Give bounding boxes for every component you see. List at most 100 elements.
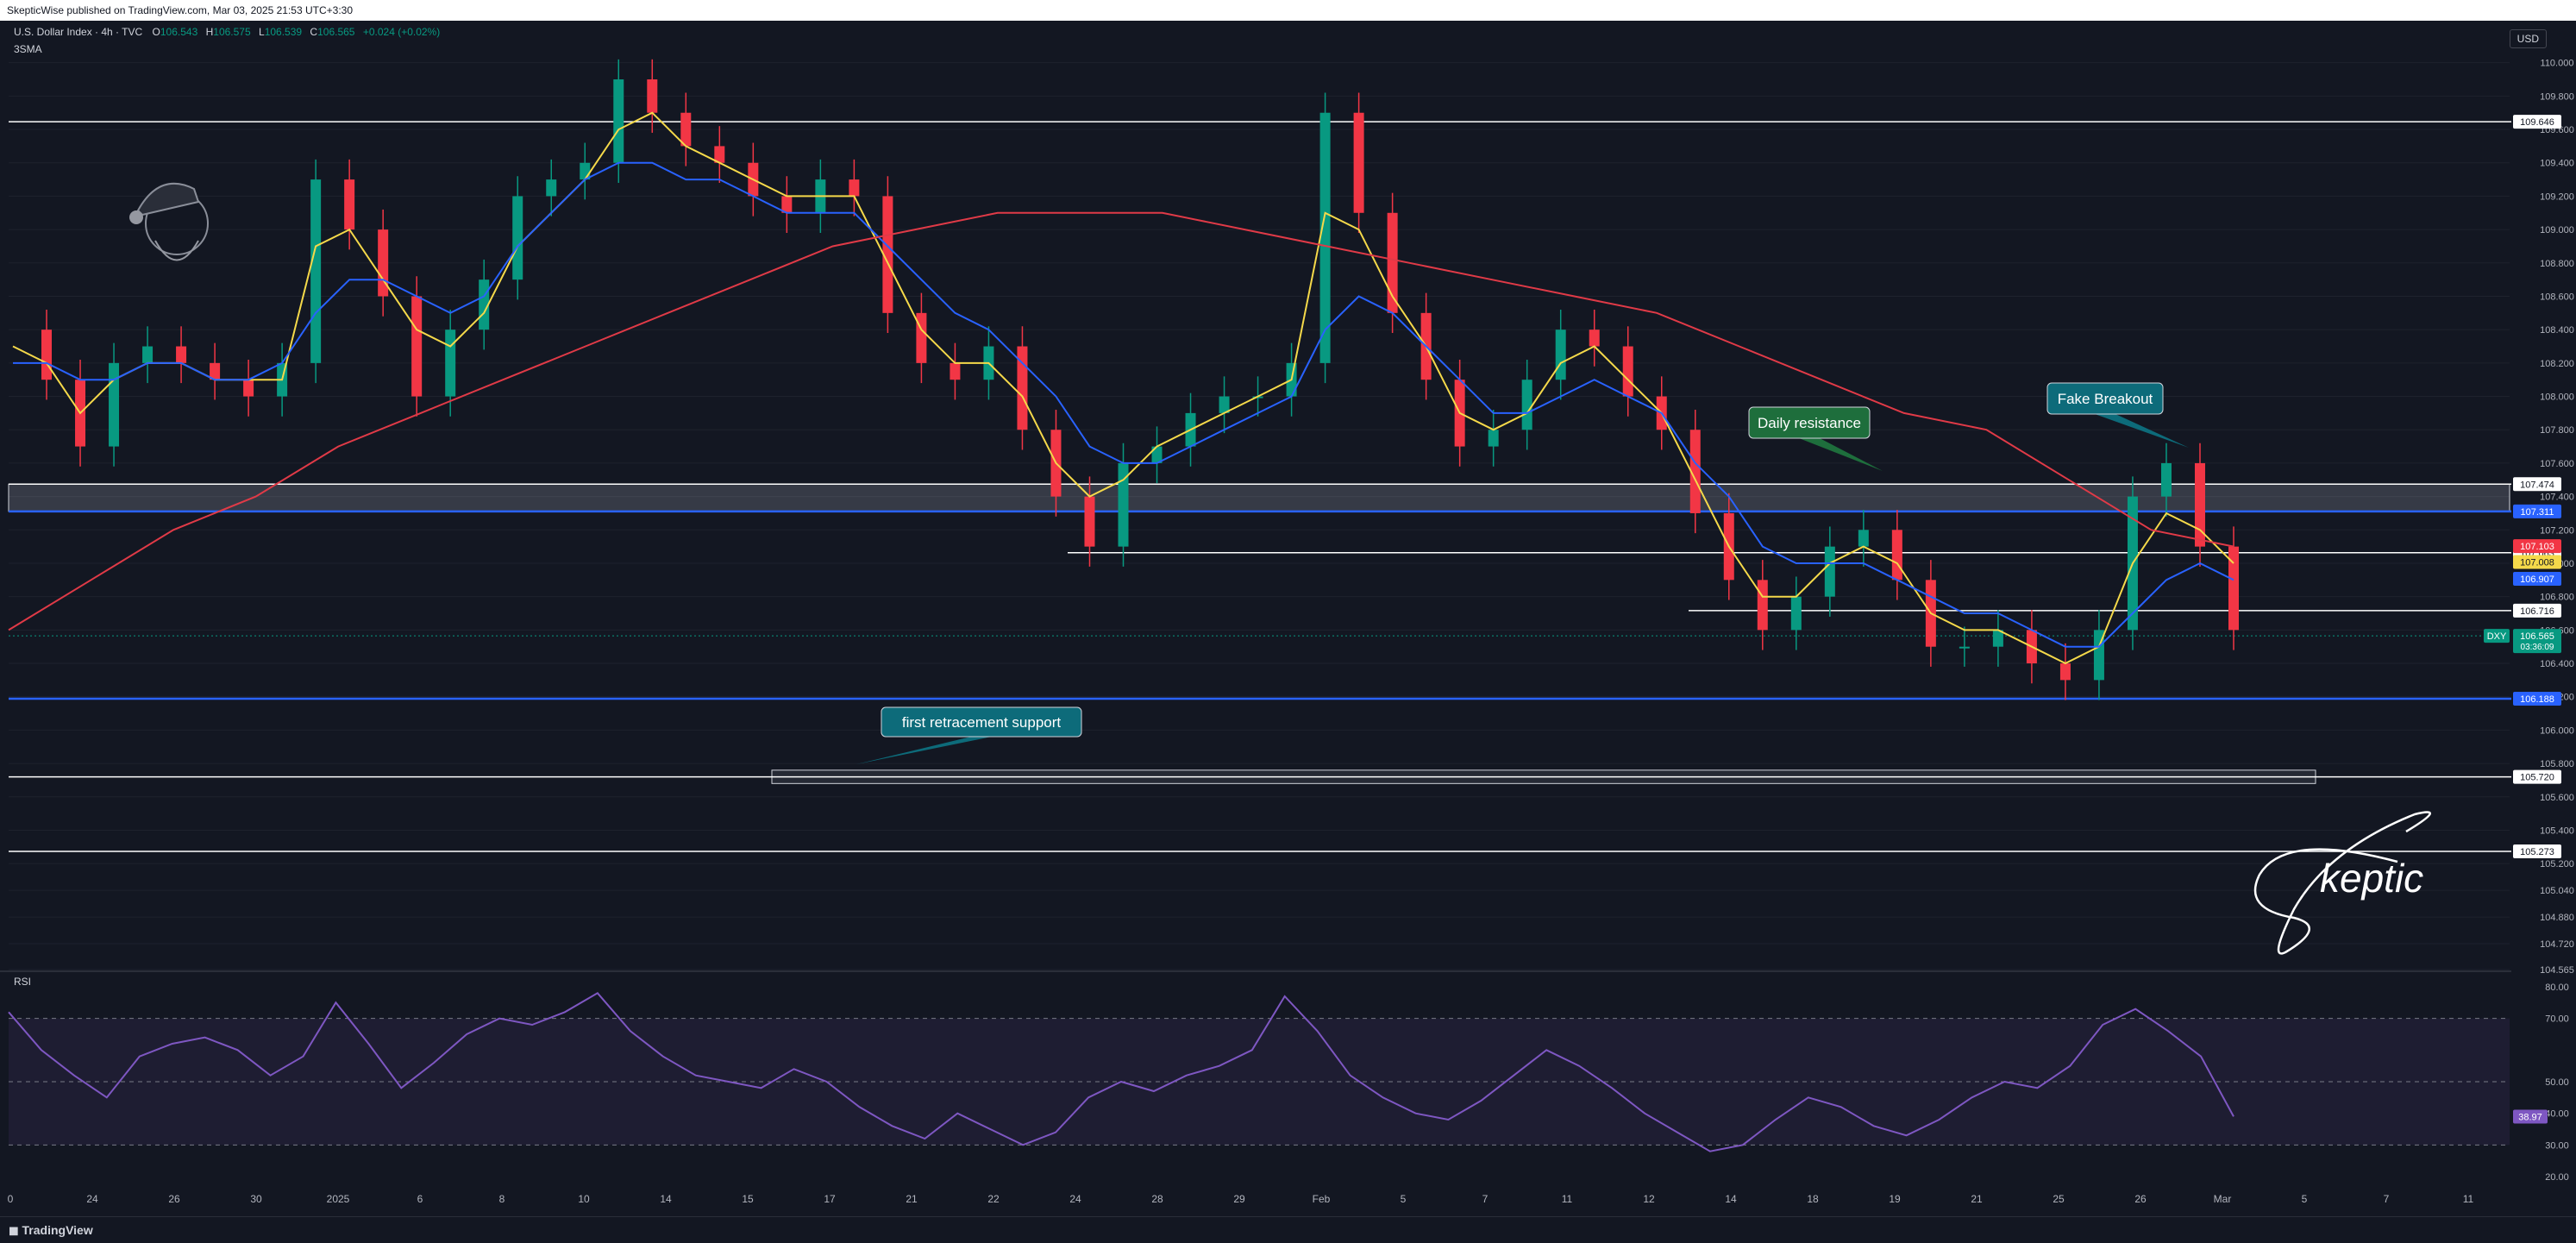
candle-body: [950, 362, 961, 380]
rsi-tick-label: 30.00: [2545, 1140, 2569, 1151]
rsi-title: RSI: [14, 976, 31, 988]
candle-body: [849, 179, 860, 197]
currency-button[interactable]: USD: [2509, 29, 2547, 48]
y-tick-label: 110.000: [2541, 59, 2574, 69]
level-badge: [2513, 603, 2561, 618]
candle-body: [916, 312, 927, 363]
annotation-label: Fake Breakout: [2058, 391, 2153, 407]
rsi-tick-label: 40.00: [2545, 1109, 2569, 1120]
price-badge: [2513, 539, 2561, 554]
level-badge: [2513, 769, 2561, 784]
price-axis[interactable]: 110.000109.800109.600109.400109.200109.0…: [2484, 21, 2576, 1216]
x-tick-label: Feb: [1313, 1193, 1331, 1205]
level-label: 107.311: [2521, 507, 2554, 518]
low-label: L: [259, 26, 265, 38]
candle-body: [1589, 330, 1600, 347]
publish-header: SkepticWise published on TradingView.com…: [0, 0, 2576, 21]
high-value: 106.575: [213, 26, 251, 38]
candle-body: [1992, 630, 2003, 647]
candle-body: [882, 196, 893, 313]
grid: [0, 62, 2576, 972]
candle-body: [2194, 462, 2205, 547]
horizontal-levels[interactable]: [9, 121, 2511, 852]
skeptic-signature: keptic: [2253, 811, 2432, 955]
tradingview-brand[interactable]: ◼ TradingView: [9, 1223, 93, 1238]
x-tick-label: 10: [578, 1193, 590, 1205]
annotations[interactable]: Daily resistance Fake Breakout first retra…: [856, 382, 2189, 764]
x-tick-label: 22: [987, 1193, 1000, 1205]
price-series: [8, 59, 2239, 700]
level-badge: [2513, 477, 2561, 492]
x-tick-label: 14: [660, 1193, 672, 1205]
annotation-box[interactable]: [2046, 382, 2164, 415]
candle-body: [647, 79, 658, 113]
y-tick-label: 107.200: [2540, 525, 2574, 536]
candle-body: [1084, 496, 1095, 547]
y-tick-label: 105.800: [2540, 759, 2574, 769]
candle-body: [176, 346, 187, 363]
x-tick-label: 28: [1151, 1193, 1163, 1205]
y-tick-label: 109.200: [2540, 191, 2574, 202]
level-label: 107.474: [2520, 480, 2554, 490]
x-tick-label: 14: [1725, 1193, 1737, 1205]
candle-body: [1959, 646, 1970, 649]
x-tick-label: 24: [86, 1193, 98, 1205]
price-axis-bg: [2511, 21, 2576, 1216]
x-tick-label: 0: [8, 1193, 14, 1205]
countdown-label: 03:36:09: [2521, 643, 2554, 652]
candle-body: [1353, 112, 1364, 213]
indicator-legend[interactable]: 3SMA: [14, 43, 42, 55]
candle-body: [142, 346, 154, 363]
candle-body: [2093, 630, 2104, 681]
price-badge: [2513, 555, 2561, 569]
chart-canvas[interactable]: RSI Daily resistance Fake Breakout first r…: [0, 21, 2576, 1216]
annotation-pointer: [856, 737, 992, 764]
y-tick-label: 107.800: [2540, 425, 2574, 436]
x-tick-label: 5: [1401, 1193, 1407, 1205]
y-tick-label: 105.600: [2540, 793, 2574, 803]
candle-body: [1319, 112, 1331, 363]
annotation-pointer: [2095, 414, 2189, 448]
rsi-tick-label: 50.00: [2545, 1077, 2569, 1088]
x-tick-label: 17: [824, 1193, 836, 1205]
time-axis[interactable]: 0 24 26 30 2025 6 8 10 14 15 17 21 22 24 28 29 Feb 5 7 11 12…: [8, 1193, 2474, 1205]
y-tick-label: 104.880: [2540, 913, 2574, 923]
y-tick-label: 109.000: [2540, 225, 2574, 235]
symbol-badge-label: DXY: [2487, 631, 2507, 642]
candle-body: [1521, 380, 1532, 430]
high-label: H: [205, 26, 214, 38]
candle-body: [2160, 462, 2172, 497]
x-tick-label: 18: [1807, 1193, 1819, 1205]
candle-body: [1757, 580, 1768, 631]
candle-body: [344, 179, 355, 230]
publish-text: SkepticWise published on TradingView.com…: [7, 4, 354, 16]
candle-body: [1790, 596, 1802, 631]
y-tick-label: 108.000: [2540, 392, 2574, 403]
candle-body: [1858, 530, 1869, 547]
candle-body: [1017, 346, 1028, 430]
y-tick-label: 109.400: [2540, 159, 2574, 169]
level-badge: [2513, 504, 2561, 518]
close-value: 106.565: [317, 26, 355, 38]
y-tick-label: 107.600: [2540, 459, 2574, 469]
annotation-box[interactable]: [881, 706, 1082, 738]
x-tick-label: 8: [499, 1193, 505, 1205]
x-tick-label: 12: [1643, 1193, 1655, 1205]
rsi-value-label: 38.97: [2518, 1112, 2542, 1122]
candle-body: [243, 380, 254, 397]
candle-body: [411, 296, 423, 397]
candle-body: [445, 330, 456, 397]
y-tick-label: 108.200: [2540, 359, 2574, 369]
annotation-box[interactable]: [1748, 406, 1871, 439]
candle-body: [512, 196, 523, 280]
y-tick-label: 109.800: [2540, 91, 2574, 102]
x-tick-label: 5: [2302, 1193, 2308, 1205]
candle-body: [210, 362, 221, 380]
symbol-name: U.S. Dollar Index · 4h · TVC: [14, 26, 143, 38]
x-tick-label: 6: [417, 1193, 423, 1205]
candle-body: [1488, 430, 1499, 447]
moving-average-line: [13, 161, 2234, 648]
y-tick-label: 106.800: [2540, 593, 2574, 603]
candle-body: [1118, 462, 1129, 547]
level-badge: [2513, 692, 2561, 706]
